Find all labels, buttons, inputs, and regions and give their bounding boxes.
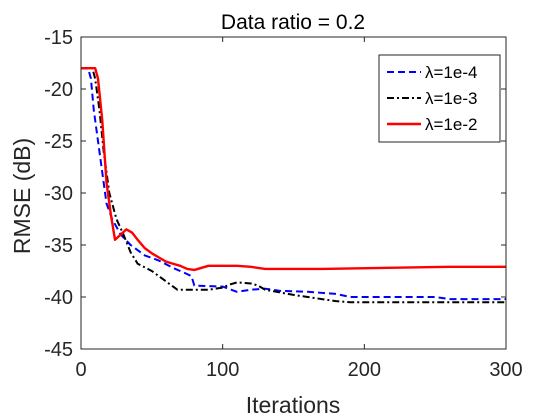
y-tick-label: -15: [44, 27, 73, 49]
legend-entry-1: λ=1e-4: [425, 63, 477, 82]
y-tick-label: -35: [44, 235, 73, 257]
series-line-1: [81, 67, 506, 301]
x-tick-label: 200: [348, 359, 381, 381]
legend-entry-2: λ=1e-3: [425, 89, 477, 108]
series-line-3: [81, 66, 506, 272]
x-tick-label: 300: [489, 359, 522, 381]
y-tick-label: -30: [44, 183, 73, 205]
legend-box: [378, 54, 501, 143]
chart-title: Data ratio = 0.2: [221, 11, 365, 34]
y-tick-label: -25: [44, 131, 73, 153]
plot-area: 0 100 200 300 -45 -40 -35 -30 -25 -20 -15: [44, 27, 523, 381]
x-tick-label: 100: [206, 359, 239, 381]
x-axis-label: Iterations: [246, 392, 341, 418]
legend: λ=1e-4 λ=1e-3 λ=1e-2: [378, 54, 501, 143]
series-group: [81, 66, 506, 304]
y-tick-label: -40: [44, 287, 73, 309]
x-tick-label: 0: [75, 359, 86, 381]
y-tick-label: -45: [44, 339, 73, 361]
y-tick-label: -20: [44, 79, 73, 101]
y-axis-label: RMSE (dB): [9, 138, 35, 254]
legend-entry-3: λ=1e-2: [425, 115, 477, 134]
